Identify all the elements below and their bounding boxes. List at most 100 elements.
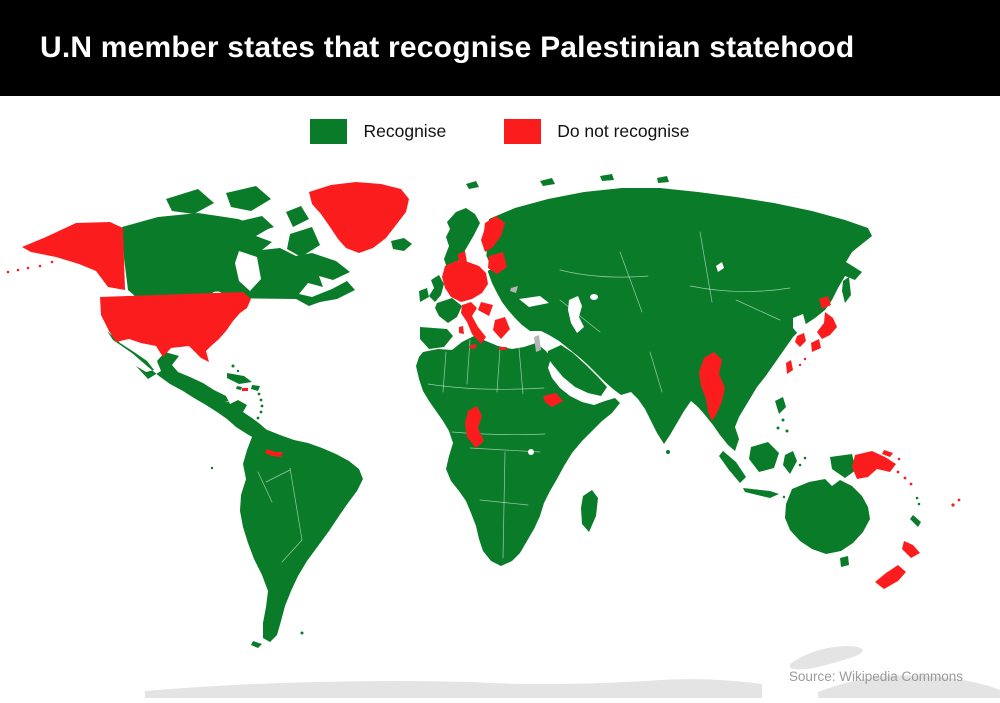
aral-sea <box>590 294 598 300</box>
region-sri-lanka <box>666 450 670 454</box>
region-greenland <box>309 182 409 253</box>
region-arabia <box>547 345 607 396</box>
region-scandinavia <box>444 208 480 268</box>
region-uk <box>429 275 444 302</box>
country-borders <box>225 231 791 563</box>
region-bahamas <box>236 369 240 373</box>
region-philippines-luzon <box>775 397 786 414</box>
region-aleutians <box>26 266 30 270</box>
region-ireland <box>419 288 429 302</box>
legend-item-recognise: Recognise <box>310 118 447 144</box>
recognise-regions <box>107 174 921 648</box>
region-aleutians <box>6 270 10 274</box>
region-new-zealand-south <box>875 565 906 589</box>
region-arctic-russia <box>600 174 614 181</box>
region-eurasia <box>486 188 872 451</box>
region-hispaniola <box>251 385 260 391</box>
region-alaska <box>22 222 125 290</box>
region-greece <box>493 317 510 339</box>
region-arctic-island <box>286 206 309 227</box>
legend-label-recognise: Recognise <box>363 120 447 141</box>
region-philippines <box>781 418 785 422</box>
region-central-europe <box>442 261 488 302</box>
region-antilles <box>256 416 260 420</box>
region-jamaica <box>236 386 242 390</box>
region-taiwan <box>786 360 793 374</box>
region-japan-honshu <box>817 312 837 339</box>
region-baffin <box>287 227 320 257</box>
page-title: U.N member states that recognise Palesti… <box>40 31 855 64</box>
legend: Recognise Do not recognise <box>0 112 1000 150</box>
region-philippines <box>785 429 789 433</box>
antarctica-swirl <box>790 646 863 670</box>
region-crete <box>499 347 507 350</box>
region-arctic-island <box>166 189 214 214</box>
lake-victoria <box>528 449 534 455</box>
do-not-recognise-regions <box>6 182 961 589</box>
water-overlays <box>212 247 806 455</box>
region-sumatra <box>719 451 746 483</box>
hudson-bay <box>235 251 261 291</box>
region-solomon-islands <box>896 470 900 474</box>
region-france <box>435 298 462 323</box>
region-croatia-balkans <box>478 302 493 316</box>
recognise-swatch-rect <box>310 118 348 144</box>
region-baltics <box>488 252 507 274</box>
region-okinawa <box>798 363 802 367</box>
region-antilles <box>260 404 264 408</box>
region-usa <box>100 292 251 362</box>
region-iceland <box>391 238 412 251</box>
region-iberia <box>420 327 453 349</box>
region-new-caledonia <box>910 515 921 527</box>
antarctica-strip <box>145 679 762 698</box>
region-japan-hokkaido <box>819 296 831 309</box>
region-israel <box>534 335 541 352</box>
region-svalbard <box>466 181 479 189</box>
region-png-islands <box>882 450 893 457</box>
region-sulawesi <box>783 451 797 474</box>
region-maluku <box>803 456 807 460</box>
grey-regions <box>510 286 541 352</box>
region-solomon-islands <box>903 476 907 480</box>
region-italy <box>461 302 486 344</box>
region-finland <box>481 216 505 252</box>
region-java <box>743 488 779 498</box>
region-png-islands <box>897 457 901 461</box>
region-aleutians <box>38 264 42 268</box>
legend-label-do-not-recognise: Do not recognise <box>557 120 690 141</box>
region-eritrea <box>543 393 563 407</box>
region-papua-new-guinea <box>852 451 896 479</box>
region-crimea <box>510 286 518 293</box>
region-antilles <box>259 398 263 402</box>
region-antilles <box>257 392 261 396</box>
region-sardinia <box>459 326 464 334</box>
north-korea-uncoloured <box>793 314 806 335</box>
region-denmark <box>458 251 467 264</box>
region-cuba <box>227 373 252 384</box>
region-fiji <box>951 503 955 507</box>
region-lesser-sunda <box>782 495 786 499</box>
black-sea <box>519 296 549 307</box>
region-arctic-island <box>226 186 271 211</box>
region-vanuatu <box>915 496 919 500</box>
baltic-sea <box>469 247 492 272</box>
region-falklands <box>300 631 304 635</box>
region-solomon-islands <box>909 482 913 486</box>
region-aleutians <box>16 268 20 272</box>
legend-item-do-not-recognise: Do not recognise <box>504 118 690 144</box>
region-borneo <box>749 442 779 472</box>
lake-baikal <box>716 262 724 272</box>
region-puerto-rico <box>242 388 248 391</box>
region-vanuatu <box>917 502 921 506</box>
region-arctic-russia <box>540 178 555 186</box>
region-okinawa <box>803 357 807 361</box>
region-aleutians <box>50 260 54 264</box>
region-philippines <box>776 426 780 430</box>
legend-swatch-do-not-recognise <box>504 118 542 144</box>
region-myanmar <box>699 352 725 421</box>
region-maluku <box>798 463 802 467</box>
antarctica-region <box>145 646 1000 698</box>
region-arctic-island <box>232 216 274 234</box>
